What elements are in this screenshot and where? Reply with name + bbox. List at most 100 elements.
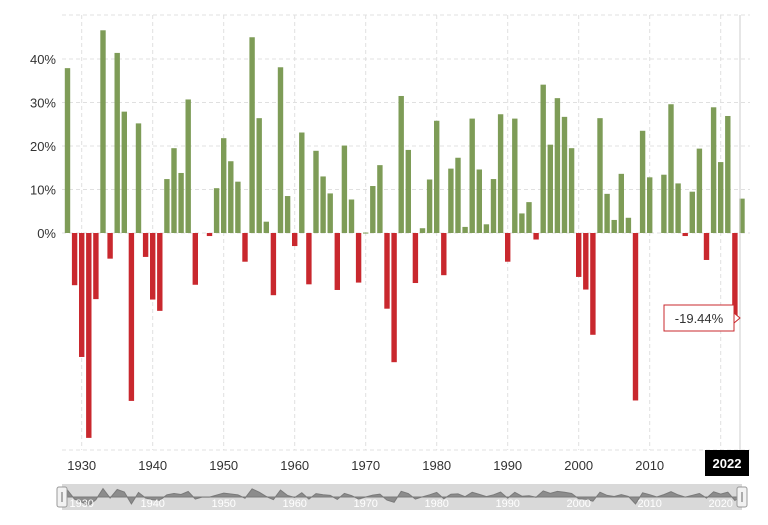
bar-1968[interactable] [348,199,355,233]
bar-1979[interactable] [426,179,433,234]
bar-1978[interactable] [419,228,426,234]
bar-1990[interactable] [505,233,511,262]
bar-1951[interactable] [228,161,234,233]
bar-2018[interactable] [703,233,710,260]
bars[interactable] [64,30,745,438]
bar-1943[interactable] [171,148,177,233]
bar-1948[interactable] [206,233,213,237]
bar-1973[interactable] [384,233,390,309]
bar-2003[interactable] [597,118,603,233]
bar-1972[interactable] [377,165,383,233]
bar-2009[interactable] [639,130,646,233]
bar-1986[interactable] [476,169,482,233]
bar-1940[interactable] [150,233,156,300]
bar-1949[interactable] [213,188,220,233]
bar-2012[interactable] [661,174,667,233]
bar-1933[interactable] [100,30,106,233]
bar-1993[interactable] [526,202,532,233]
bar-1953[interactable] [242,233,248,262]
bar-1942[interactable] [164,179,170,233]
bar-1965[interactable] [327,193,333,233]
bar-1936[interactable] [121,111,127,233]
bar-1982[interactable] [448,168,454,233]
bar-1988[interactable] [490,179,497,233]
bar-1956[interactable] [263,221,269,233]
bar-1957[interactable] [270,233,277,296]
bar-1991[interactable] [512,118,518,233]
bar-1944[interactable] [178,172,184,233]
bar-1961[interactable] [299,132,305,233]
bar-2017[interactable] [696,148,703,233]
bar-2007[interactable] [625,217,632,233]
bar-2021[interactable] [725,115,731,233]
bar-1971[interactable] [370,186,376,233]
bar-1934[interactable] [107,233,113,259]
bar-1928[interactable] [64,68,71,233]
bar-1998[interactable] [561,116,568,233]
bar-2010[interactable] [647,177,653,233]
bar-2022[interactable] [732,233,738,318]
bar-1941[interactable] [157,233,163,311]
navigator-handle-right[interactable] [736,486,748,508]
bar-1937[interactable] [128,233,135,401]
bar-1964[interactable] [320,176,326,233]
bar-1992[interactable] [519,213,525,233]
bar-2015[interactable] [682,233,688,237]
bar-1967[interactable] [341,145,348,233]
bar-2005[interactable] [611,219,617,233]
bar-2019[interactable] [710,107,717,233]
bar-1946[interactable] [192,233,198,285]
bar-2016[interactable] [689,191,695,233]
bar-1995[interactable] [540,84,546,233]
bar-1994[interactable] [533,233,539,240]
bar-1974[interactable] [391,233,397,363]
bar-1977[interactable] [412,233,419,284]
bar-2013[interactable] [668,104,674,234]
bar-1952[interactable] [235,181,241,233]
bar-1935[interactable] [114,52,120,233]
bar-1975[interactable] [398,95,404,233]
bar-1950[interactable] [221,138,227,233]
bar-1932[interactable] [93,233,99,300]
bar-1954[interactable] [249,37,255,233]
bar-1983[interactable] [455,157,461,233]
bar-1999[interactable] [568,148,575,233]
bar-2000[interactable] [576,233,582,277]
bar-1970[interactable] [363,232,369,234]
bar-1960[interactable] [292,233,298,247]
navigator-tick-label: 1990 [495,498,519,510]
y-tick-label: 30% [30,96,56,111]
bar-2002[interactable] [590,233,596,335]
bar-1997[interactable] [554,98,561,234]
bar-1938[interactable] [135,123,142,233]
bar-1980[interactable] [434,120,440,233]
bar-1955[interactable] [256,118,262,233]
navigator-handle-left[interactable] [56,486,68,508]
bar-1981[interactable] [441,233,447,276]
navigator[interactable]: 1930 1940 1950 1960 1970 1980 1990 2000 2010 2020 [56,484,748,510]
bar-1976[interactable] [405,149,411,233]
bar-2008[interactable] [632,233,639,401]
bar-1931[interactable] [86,233,92,438]
bar-2023[interactable] [739,198,745,233]
bar-2001[interactable] [583,233,589,290]
bar-1966[interactable] [334,233,340,290]
bar-1984[interactable] [462,226,468,233]
bar-1987[interactable] [483,224,490,233]
bar-1996[interactable] [547,144,553,233]
bar-2014[interactable] [675,183,681,233]
bar-1929[interactable] [71,233,78,286]
bar-1958[interactable] [277,67,284,234]
bar-1989[interactable] [497,114,504,233]
bar-2020[interactable] [718,162,724,233]
bar-1969[interactable] [355,233,362,283]
bar-1930[interactable] [79,233,85,357]
bar-1939[interactable] [142,233,149,257]
bar-1962[interactable] [306,233,312,285]
bar-2004[interactable] [604,193,610,233]
bar-1985[interactable] [469,118,475,233]
bar-1959[interactable] [284,196,291,233]
bar-1945[interactable] [185,99,191,234]
bar-1963[interactable] [313,150,319,233]
bar-2006[interactable] [618,173,624,233]
